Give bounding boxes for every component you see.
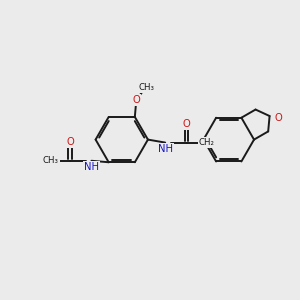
Text: O: O (133, 95, 140, 105)
Text: CH₂: CH₂ (199, 138, 215, 147)
Text: CH₃: CH₃ (139, 83, 155, 92)
Text: CH₃: CH₃ (43, 156, 59, 165)
Text: O: O (274, 112, 282, 122)
Text: O: O (66, 137, 74, 147)
Text: O: O (183, 119, 190, 129)
Text: NH: NH (84, 162, 99, 172)
Text: NH: NH (158, 144, 173, 154)
